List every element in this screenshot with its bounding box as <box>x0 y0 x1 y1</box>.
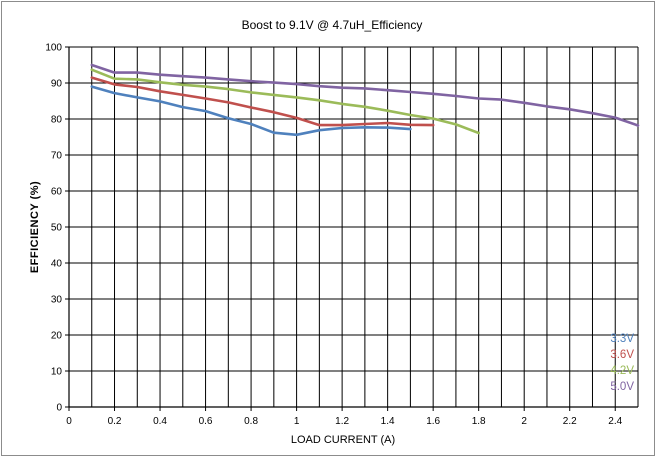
y-tick-label: 70 <box>51 151 63 162</box>
x-tick-label: 1.4 <box>381 416 395 427</box>
x-tick-label: 0.8 <box>244 416 258 427</box>
chart-title: Boost to 9.1V @ 4.7uH_Efficiency <box>242 18 423 32</box>
series-line-4-2V <box>90 68 481 135</box>
y-tick-label: 10 <box>51 367 63 378</box>
series-line-3-3V <box>90 85 412 137</box>
x-tick-label: 1.8 <box>472 416 486 427</box>
y-tick-label: 20 <box>51 331 63 342</box>
x-tick-label: 0.4 <box>153 416 167 427</box>
x-tick-label: 2.2 <box>563 416 577 427</box>
x-tick-label: 1.6 <box>426 416 440 427</box>
x-tick-label: 1.2 <box>335 416 349 427</box>
grid <box>69 46 639 407</box>
y-tick-label: 100 <box>45 43 62 54</box>
x-tick-label: 1 <box>294 416 300 427</box>
legend-entry-4-2V: 4.2V <box>610 365 634 377</box>
series-line-3-6V <box>90 76 435 127</box>
y-tick-label: 60 <box>51 187 63 198</box>
x-tick-label: 2.4 <box>608 416 622 427</box>
legend-entry-3-6V: 3.6V <box>610 349 634 361</box>
legend-entry-5-0V: 5.0V <box>610 381 634 393</box>
y-tick-label: 90 <box>51 79 63 90</box>
axes: 0 10 20 30 40 50 60 70 80 90 100 0 0.2 0.4 0.6 0.8 1 1.2 1… <box>45 43 638 427</box>
y-tick-label: 50 <box>51 223 63 234</box>
x-tick-label: 0 <box>66 416 72 427</box>
y-tick-label: 80 <box>51 115 63 126</box>
y-tick-label: 40 <box>51 259 63 270</box>
series-line-5-0V <box>90 63 640 127</box>
x-axis-label: LOAD CURRENT (A) <box>291 434 395 446</box>
x-tick-label: 2 <box>521 416 527 427</box>
y-tick-label: 0 <box>56 403 62 414</box>
legend-entry-3-3V: 3.3V <box>610 333 634 345</box>
y-tick-label: 30 <box>51 295 63 306</box>
legend: 3.3V 3.6V 4.2V 5.0V <box>610 333 634 393</box>
series-lines <box>90 63 640 137</box>
x-tick-label: 0.6 <box>199 416 213 427</box>
x-tick-label: 0.2 <box>108 416 122 427</box>
y-axis-label: EFFICIENCY (%) <box>29 181 41 273</box>
